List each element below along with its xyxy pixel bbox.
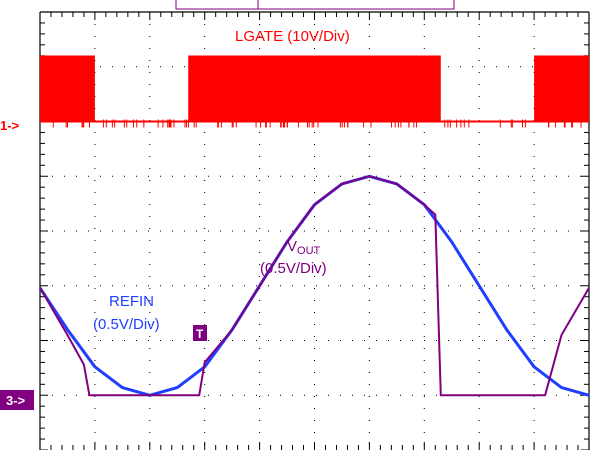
vout-trace — [39, 175, 590, 397]
trigger-marker: T — [196, 327, 204, 341]
refin-annotation: REFIN — [109, 293, 154, 310]
vout-scale-annotation: (0.5V/Div) — [260, 260, 327, 277]
lgate-annotation: LGATE (10V/Div) — [235, 28, 350, 45]
vout-annotation: VOUT — [287, 238, 321, 257]
lgate-switching-block — [534, 55, 589, 122]
lgate-switching-block — [40, 55, 95, 122]
channel-3-marker: 3-> — [6, 393, 26, 408]
lgate-trace — [40, 55, 589, 128]
channel-3-marker-box — [0, 390, 34, 410]
trigger-marker-box — [193, 325, 207, 341]
channel-1-marker: 1-> — [0, 118, 20, 133]
timebase-bar — [175, 0, 455, 10]
vout-annotation-base: V — [287, 238, 297, 255]
refin-scale-annotation: (0.5V/Div) — [93, 316, 160, 333]
traces — [38, 55, 590, 397]
lgate-switching-block — [188, 55, 441, 122]
vout-annotation-sub: OUT — [297, 245, 321, 257]
